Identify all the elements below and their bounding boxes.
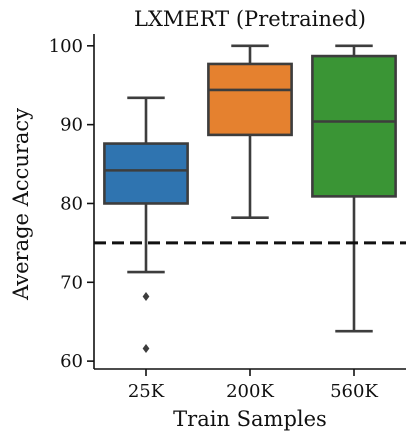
box-560K (311, 54, 397, 198)
plot-area: 60 70 80 90 100 25K 200K 560K (49, 34, 406, 402)
x-tick-label: 200K (226, 381, 274, 402)
y-tick-label: 90 (60, 115, 83, 136)
y-tick-label: 80 (60, 193, 83, 214)
box-200K (207, 62, 293, 137)
y-tick-label: 70 (60, 272, 83, 293)
x-tick-label: 560K (330, 381, 378, 402)
y-axis-label: Average Accuracy (9, 108, 33, 301)
y-tick-label: 60 (60, 351, 83, 372)
y-tick-label: 100 (49, 36, 83, 57)
outlier-point (142, 291, 150, 301)
box-25K (103, 142, 189, 205)
chart-title: LXMERT (Pretrained) (134, 7, 366, 31)
x-axis-label: Train Samples (173, 407, 327, 431)
x-tick-label: 25K (128, 381, 165, 402)
outlier-point (142, 344, 150, 354)
